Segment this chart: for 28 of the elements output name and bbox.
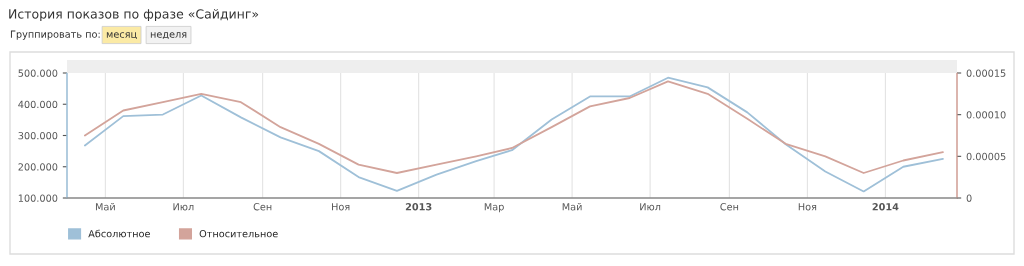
y-tick-label: 300.000: [18, 131, 58, 140]
legend-label: Относительное: [199, 230, 278, 238]
y2-tick-label: 0.00015: [966, 69, 1006, 77]
text: месяц: [106, 32, 137, 40]
x-tick-label: Июл: [173, 203, 194, 211]
line-series: [83, 76, 944, 193]
chart-title: История показов по фразе «Сайдинг»: [9, 9, 259, 22]
x-tick-label: Май: [95, 202, 115, 211]
y-tick-label: 400.000: [18, 100, 58, 109]
y2-tick-label: 0.00010: [966, 111, 1006, 119]
text: Группировать по:: [10, 30, 100, 40]
y-tick-label: 100.000: [18, 194, 58, 202]
y-tick-label: 200.000: [18, 163, 58, 171]
y-tick-label: 500.000: [18, 69, 58, 77]
x-tick-label: Май: [562, 202, 582, 211]
text: неделя: [150, 32, 187, 40]
y2-tick-label: 0: [966, 194, 972, 202]
x-tick-label: Июл: [640, 203, 661, 211]
x-tick-label: Мар: [484, 203, 504, 213]
line-series: [83, 80, 944, 174]
x-tick-label: 2013: [405, 203, 432, 211]
x-tick-label: Ноя: [798, 203, 817, 211]
x-tick-label: 2014: [872, 203, 899, 211]
y2-tick-label: 0.00005: [966, 152, 1006, 161]
legend-label: Абсолютное: [88, 229, 150, 238]
x-tick-label: Ноя: [332, 203, 350, 211]
x-tick-label: Сен: [720, 203, 739, 211]
x-tick-label: Сен: [253, 203, 272, 211]
